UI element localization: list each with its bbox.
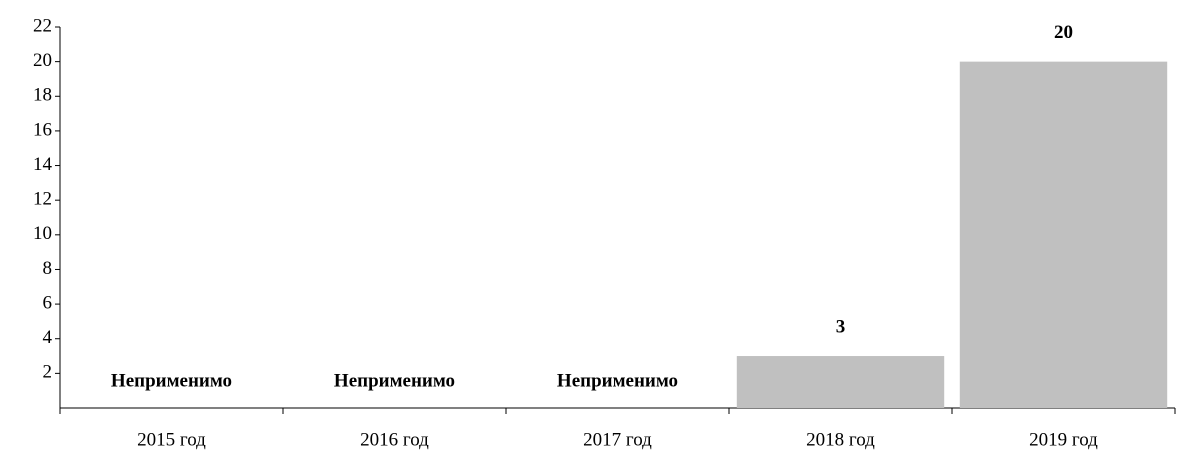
- x-tick-label: 2017 год: [583, 429, 652, 450]
- y-tick-label: 6: [43, 292, 53, 313]
- value-label: 3: [836, 316, 846, 337]
- y-tick-label: 16: [33, 119, 52, 140]
- y-tick-label: 10: [33, 223, 52, 244]
- x-tick-label: 2015 год: [137, 429, 206, 450]
- y-tick-label: 18: [33, 85, 52, 106]
- value-label: 20: [1054, 22, 1073, 43]
- y-tick-label: 14: [33, 154, 53, 175]
- bar: [959, 61, 1168, 409]
- y-tick-label: 22: [33, 15, 52, 36]
- value-label: Неприменимо: [111, 370, 232, 391]
- bar: [736, 356, 945, 408]
- x-tick-label: 2018 год: [806, 429, 875, 450]
- y-tick-label: 20: [33, 50, 52, 71]
- x-tick-label: 2016 год: [360, 429, 429, 450]
- y-tick-label: 4: [43, 327, 53, 348]
- value-label: Неприменимо: [334, 370, 455, 391]
- y-tick-label: 8: [43, 258, 53, 279]
- x-tick-label: 2019 год: [1029, 429, 1098, 450]
- y-tick-label: 2: [43, 362, 53, 383]
- value-label: Неприменимо: [557, 370, 678, 391]
- y-tick-label: 12: [33, 189, 52, 210]
